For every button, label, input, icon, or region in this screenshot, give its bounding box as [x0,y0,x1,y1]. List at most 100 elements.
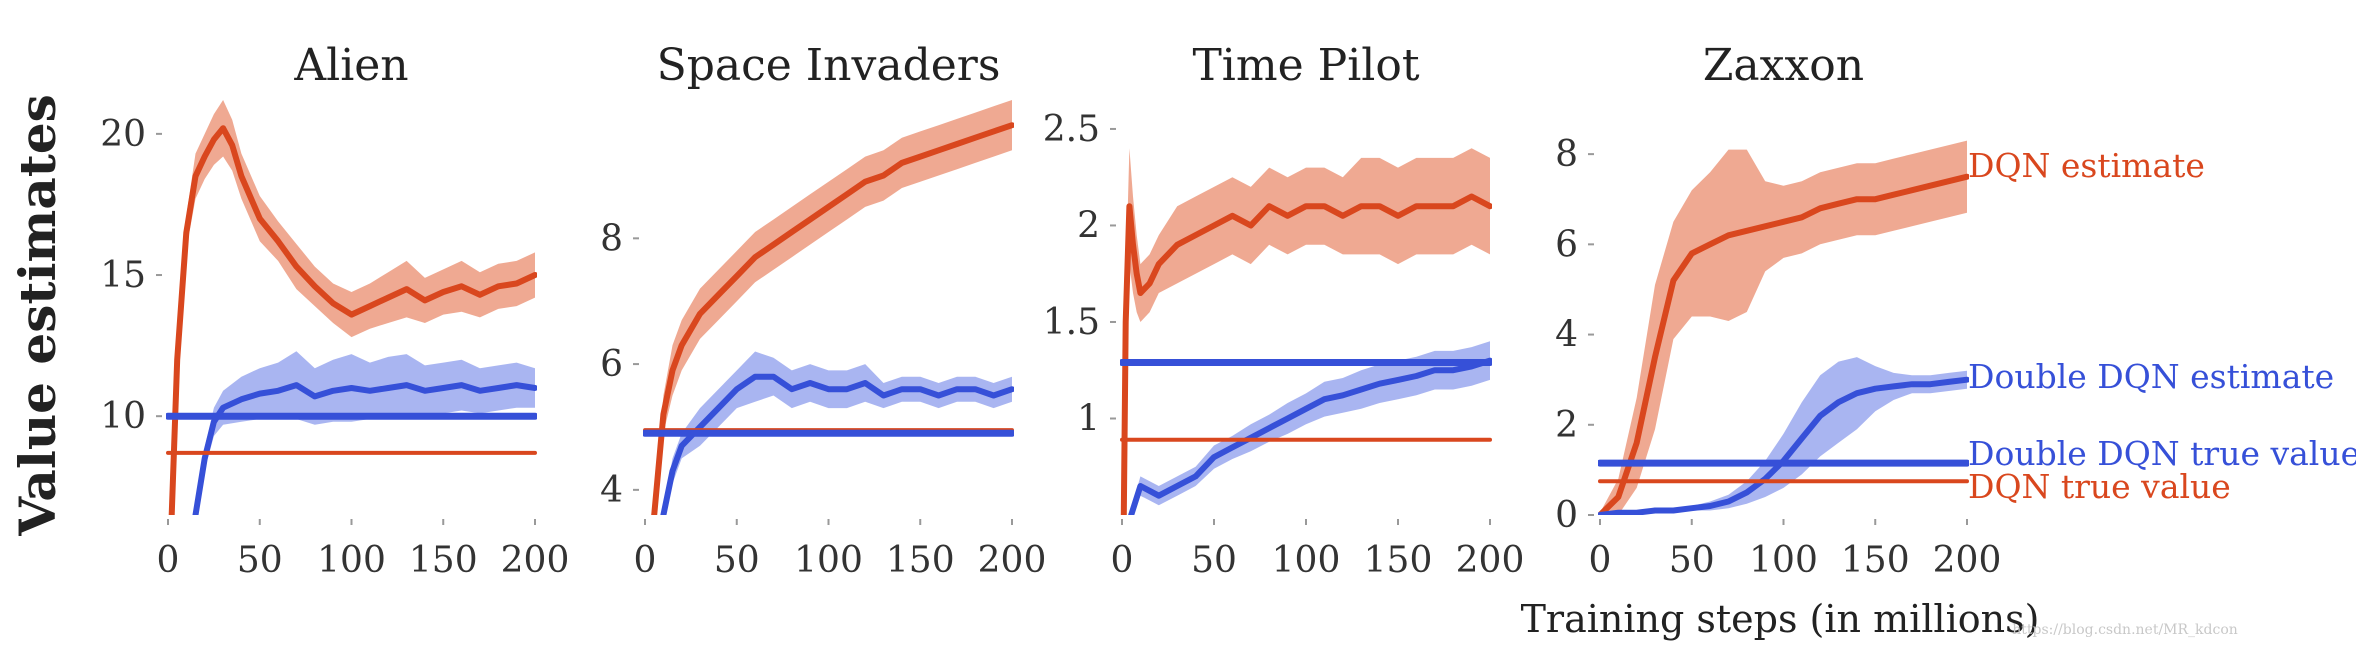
ddqn-estimate-point [973,387,978,392]
dqn-estimate-point [1652,354,1658,360]
dqn-estimate-point [1248,223,1254,228]
ddqn-estimate-point [1946,379,1951,385]
dqn-estimate-point [1147,281,1152,286]
dqn-estimate-point [386,295,391,300]
y-tick-label: 6 [600,344,623,385]
dqn-estimate-point [918,154,923,159]
dqn-estimate-point [532,272,537,278]
dqn-estimate-point [1909,188,1915,193]
dqn-estimate-point [275,239,281,244]
y-tick-label: 10 [100,396,146,437]
dqn-estimate-point [1836,201,1841,206]
dqn-estimate-point [752,255,758,260]
x-tick-label: 150 [1364,540,1433,581]
dqn-estimate-point [1009,123,1014,128]
dqn-estimate-point [441,289,446,295]
chart-panel-zaxxon: Zaxxon 0 50 100 150 200 0 2 4 6 8 [1555,40,2001,581]
ddqn-estimate-point [1303,406,1309,411]
dqn-estimate-point [936,148,941,153]
chart-title: Zaxxon [1703,40,1864,91]
plot-area [1120,148,1492,515]
ddqn-estimate-point [1799,436,1805,441]
legend-ddqn-true-value: Double DQN true value [1968,434,2356,473]
ddqn-estimate-point [202,456,207,461]
ddqn-estimate-point [1909,382,1915,387]
x-tick-label: 200 [1933,540,2002,581]
x-tick-label: 150 [886,540,955,581]
ddqn-estimate-point [422,388,428,393]
ddqn-estimate-point [1340,393,1346,398]
dqn-estimate-point [404,286,409,292]
dqn-estimate-point [477,292,483,297]
dqn-estimate-point [789,229,794,235]
dqn-estimate-point [973,135,978,140]
dqn-estimate-point [294,264,299,269]
ddqn-estimate-point [899,387,905,392]
ddqn-estimate-point [1891,384,1896,389]
dqn-estimate-point [257,216,262,221]
dqn-estimate-point [239,174,244,179]
ddqn-estimate-point [1395,377,1401,383]
plot-area [1598,140,1969,515]
ddqn-estimate-point [532,385,537,391]
dqn-estimate-point [175,357,180,362]
legend-dqn-true-value: DQN true value [1968,467,2231,506]
dqn-estimate-point [1285,213,1290,218]
dqn-estimate-point [1818,206,1823,211]
ddqn-estimate-point [670,468,675,474]
ddqn-estimate-point [441,385,446,391]
legend-dqn-estimate: DQN estimate [1968,146,2205,185]
ddqn-estimate-point [1322,397,1327,402]
ddqn-estimate-point [826,387,831,392]
dqn-estimate-point [422,298,428,303]
x-tick-label: 100 [1749,540,1818,581]
ddqn-estimate-point [367,388,373,393]
x-tick-label: 0 [634,540,657,581]
legend-ddqn-estimate: Double DQN estimate [1968,357,2334,396]
ddqn-estimate-point [312,394,317,399]
dqn-estimate-point [826,204,831,210]
dqn-estimate-line [1120,193,1492,515]
x-tick-label: 50 [1669,540,1715,581]
ddqn-estimate-point [936,393,941,398]
dqn-estimate-point [1193,232,1198,238]
dqn-estimate-point [1138,290,1143,296]
dqn-estimate-point [771,242,776,247]
ddqn-estimate-point [661,512,666,515]
ddqn-estimate-point [239,397,244,402]
ddqn-estimate-point [716,405,721,411]
y-tick-label: 6 [1555,224,1578,265]
ddqn-estimate-point [1854,391,1860,396]
ddqn-estimate-point [459,382,464,388]
y-tick-label: 2 [1077,205,1100,246]
dqn-estimate-point [1451,204,1456,209]
ddqn-estimate-point [257,391,262,396]
x-tick-label: 200 [978,540,1047,581]
x-tick-label: 100 [1272,540,1341,581]
dqn-estimate-point [330,301,336,306]
dqn-estimate-point [697,311,703,316]
ddqn-estimate-point [1156,493,1162,498]
dqn-estimate-point [863,179,868,184]
ddqn-estimate-point [881,393,886,398]
ddqn-estimate-point [863,380,868,386]
ddqn-estimate-point [1671,508,1676,513]
plot-area [166,100,537,515]
x-tick-label: 0 [157,540,180,581]
chart-title: Time Pilot [1192,40,1419,91]
ddqn-estimate-point [1744,490,1750,495]
ddqn-estimate-point [734,387,739,392]
x-tick-label: 200 [501,540,570,581]
dqn-estimate-point [1689,251,1695,256]
dqn-estimate-point [1127,204,1132,209]
ddqn-estimate-point [1377,381,1382,386]
dqn-estimate-point [312,284,317,289]
y-tick-label: 8 [1555,134,1578,175]
x-tick-label: 0 [1111,540,1134,581]
x-tick-label: 150 [1841,540,1910,581]
ddqn-estimate-point [1267,425,1272,431]
x-tick-label: 50 [1191,540,1237,581]
ddqn-estimate-point [1616,510,1621,515]
